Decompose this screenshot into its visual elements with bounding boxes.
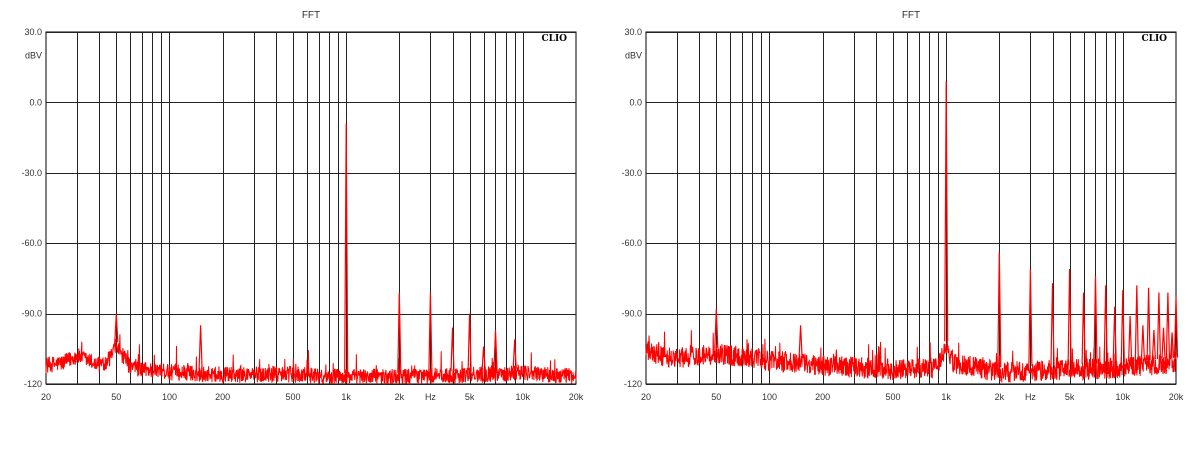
harmonic-peak: [428, 292, 433, 372]
x-tick-label: 1k: [341, 392, 351, 402]
harmonic-peak: [1112, 306, 1117, 363]
y-tick-label: -120: [24, 379, 42, 389]
harmonic-peak: [1146, 287, 1151, 361]
y-tick-label: -30.0: [21, 168, 42, 178]
noise-floor-trace: [645, 330, 1177, 383]
x-axis-unit-label: Hz: [1025, 392, 1036, 402]
chart-title: FFT: [902, 10, 920, 21]
y-tick-label: 30.0: [624, 27, 642, 37]
harmonic-peak: [344, 123, 349, 373]
harmonic-peak: [1120, 290, 1125, 363]
x-tick-label: 10k: [1116, 392, 1131, 402]
x-tick-label: 1k: [941, 392, 951, 402]
y-tick-label: -60.0: [621, 238, 642, 248]
harmonic-peak: [1103, 285, 1108, 364]
harmonic-peak: [114, 313, 119, 343]
x-tick-label: 20k: [1169, 392, 1184, 402]
harmonic-peak: [1165, 292, 1170, 359]
y-tick-label: -30.0: [621, 168, 642, 178]
brand-label: CLIO: [1141, 34, 1167, 44]
plot-frame: [45, 31, 577, 385]
harmonic-peak: [1128, 315, 1133, 362]
y-tick-label: -90.0: [21, 309, 42, 319]
x-tick-label: 50: [111, 392, 121, 402]
x-tick-label: 20: [41, 392, 51, 402]
harmonic-peak: [1081, 292, 1086, 365]
harmonic-peak: [198, 325, 203, 370]
fft-plot-right: FFT CLIO dBV 30.0 0.0 -30.0 -60.0 -90.0 -120 20 50…: [621, 10, 1184, 402]
y-tick-label: 30.0: [24, 27, 42, 37]
x-tick-label: 2k: [995, 392, 1005, 402]
x-tick-label: 100: [762, 392, 777, 402]
harmonic-peak: [1093, 276, 1098, 364]
harmonic-peak: [397, 292, 402, 373]
brand-label: CLIO: [541, 34, 567, 44]
harmonic-peak: [714, 308, 719, 349]
x-tick-label: 200: [815, 392, 830, 402]
harmonic-peak: [1140, 325, 1145, 361]
fft-chart-right: FFT CLIO dBV 30.0 0.0 -30.0 -60.0 -90.0 -120 20 50…: [600, 0, 1200, 450]
x-tick-label: 5k: [465, 392, 475, 402]
noise-floor-trace: [45, 334, 577, 386]
y-tick-label: 0.0: [29, 97, 42, 107]
x-tick-label: 50: [711, 392, 721, 402]
harmonic-peak: [481, 346, 486, 370]
harmonic-peak: [1151, 329, 1156, 360]
y-axis-unit-label: dBV: [625, 50, 642, 60]
harmonic-peak: [450, 327, 455, 372]
harmonic-peak: [1050, 283, 1055, 366]
y-axis-unit-label: dBV: [25, 50, 42, 60]
x-tick-label: 500: [285, 392, 300, 402]
harmonic-peak: [1156, 292, 1161, 360]
harmonic-peak: [467, 313, 472, 371]
x-tick-label: 10k: [516, 392, 531, 402]
harmonic-peak: [512, 339, 517, 369]
y-tick-label: -90.0: [621, 309, 642, 319]
y-tick-label: 0.0: [629, 97, 642, 107]
harmonic-peak: [997, 252, 1002, 368]
x-tick-label: 2k: [395, 392, 405, 402]
x-axis-unit-label: Hz: [425, 392, 436, 402]
harmonic-peak: [1170, 332, 1175, 358]
fft-plot-left: FFT CLIO dBV 30.0 0.0 -30.0 -60.0 -90.0 -120 20 50…: [21, 10, 584, 402]
harmonic-peak: [1134, 285, 1139, 362]
chart-title: FFT: [302, 10, 320, 21]
x-tick-label: 200: [215, 392, 230, 402]
x-tick-label: 20: [641, 392, 651, 402]
harmonic-peak: [1028, 268, 1033, 366]
y-tick-label: -60.0: [21, 238, 42, 248]
x-tick-label: 5k: [1065, 392, 1075, 402]
harmonic-peak: [1173, 297, 1179, 358]
harmonic-peak: [493, 329, 498, 370]
fft-chart-left: FFT CLIO dBV 30.0 0.0 -30.0 -60.0 -90.0 -120 20 50…: [21, 10, 584, 402]
x-tick-label: 500: [885, 392, 900, 402]
harmonic-peak: [798, 325, 803, 359]
harmonic-peak: [944, 81, 949, 342]
harmonic-peak: [1161, 327, 1166, 359]
y-tick-label: -120: [624, 379, 642, 389]
harmonic-peak: [1067, 268, 1072, 365]
x-tick-label: 20k: [569, 392, 584, 402]
x-tick-label: 100: [162, 392, 177, 402]
